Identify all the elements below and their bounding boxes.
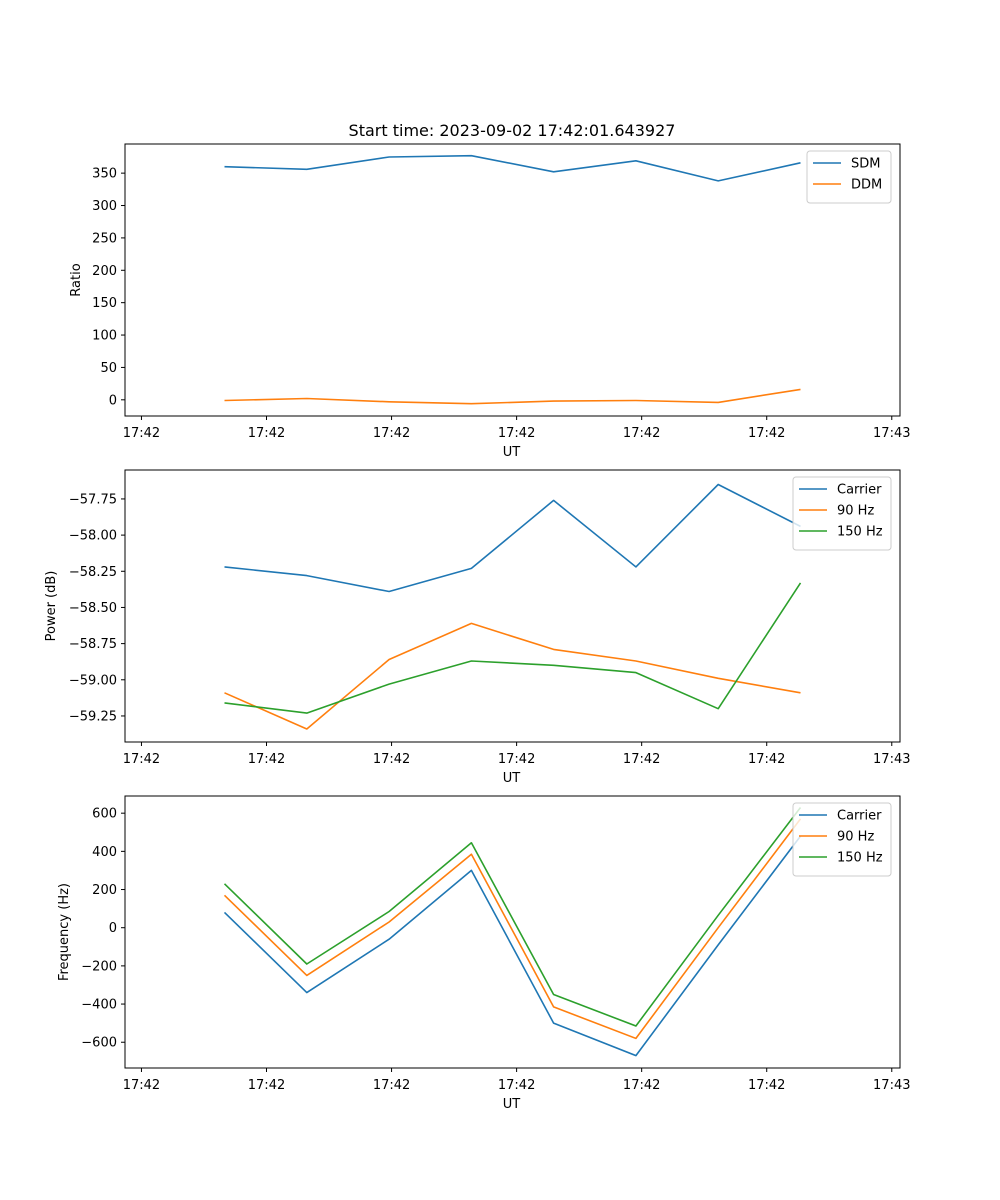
series-line-carrier bbox=[223, 835, 802, 1057]
series-line-carrier bbox=[224, 483, 801, 593]
legend-box bbox=[806, 150, 892, 204]
y-axis-label: Frequency (Hz) bbox=[57, 883, 72, 981]
y-tick-label: −58.00 bbox=[69, 529, 117, 544]
legend-label: 150 Hz bbox=[837, 525, 883, 540]
x-tick-label: 17:42 bbox=[498, 1078, 535, 1093]
chart-title: Start time: 2023-09-02 17:42:01.643927 bbox=[349, 121, 676, 140]
y-tick-label: 400 bbox=[92, 845, 117, 860]
legend: SDM DDM bbox=[806, 150, 892, 204]
y-tick-label: 600 bbox=[92, 807, 117, 822]
plot-frame bbox=[124, 795, 901, 1069]
x-tick-label: 17:42 bbox=[123, 426, 160, 441]
y-tick-label: 200 bbox=[92, 883, 117, 898]
y-tick-label: −59.00 bbox=[69, 673, 117, 688]
x-tick-label: 17:42 bbox=[498, 426, 535, 441]
plot-frame bbox=[124, 469, 901, 743]
legend-label: 90 Hz bbox=[837, 504, 874, 519]
ratio-panel: 0 50 100 150 200 250 300 350 17:42 17:42 17:42 17:4… bbox=[69, 143, 911, 460]
x-tick-label: 17:42 bbox=[748, 426, 785, 441]
y-tick-label: −400 bbox=[81, 998, 117, 1013]
y-tick-label: −58.75 bbox=[69, 637, 117, 652]
x-axis-label: UT bbox=[503, 445, 521, 460]
legend-label: Carrier bbox=[837, 809, 882, 824]
x-tick-label: 17:42 bbox=[748, 752, 785, 767]
x-tick-label: 17:43 bbox=[873, 426, 910, 441]
series-line-90-hz bbox=[223, 818, 802, 1040]
y-tick-label: 200 bbox=[92, 264, 117, 279]
y-tick-label: 100 bbox=[92, 329, 117, 344]
x-tick-label: 17:42 bbox=[748, 1078, 785, 1093]
y-axis-label: Ratio bbox=[69, 263, 84, 296]
y-tick-label: −57.75 bbox=[69, 492, 117, 507]
y-tick-label: −58.50 bbox=[69, 601, 117, 616]
x-tick-label: 17:42 bbox=[373, 752, 410, 767]
x-tick-label: 17:42 bbox=[248, 752, 285, 767]
series-line-90-hz bbox=[224, 622, 801, 730]
frequency-panel: −600 −400 −200 0 200 400 600 17:42 17:42 17:42 17:… bbox=[57, 795, 911, 1112]
legend-label: DDM bbox=[851, 178, 882, 193]
legend-label: SDM bbox=[851, 157, 880, 172]
x-axis-label: UT bbox=[503, 771, 521, 786]
y-tick-label: 350 bbox=[92, 167, 117, 182]
x-axis-label: UT bbox=[503, 1097, 521, 1112]
x-tick-label: 17:43 bbox=[873, 752, 910, 767]
y-tick-label: 0 bbox=[109, 393, 117, 408]
y-tick-label: 150 bbox=[92, 296, 117, 311]
y-tick-label: −58.25 bbox=[69, 565, 117, 580]
y-tick-label: 250 bbox=[92, 231, 117, 246]
x-tick-label: 17:42 bbox=[623, 752, 660, 767]
y-tick-label: −600 bbox=[81, 1036, 117, 1051]
legend: Carrier 90 Hz 150 Hz bbox=[792, 476, 892, 551]
plot-frame bbox=[124, 143, 901, 417]
x-tick-label: 17:42 bbox=[373, 1078, 410, 1093]
x-tick-label: 17:42 bbox=[373, 426, 410, 441]
x-tick-label: 17:42 bbox=[498, 752, 535, 767]
y-tick-label: −200 bbox=[81, 959, 117, 974]
y-tick-label: 300 bbox=[92, 199, 117, 214]
y-tick-label: −59.25 bbox=[69, 709, 117, 724]
x-tick-label: 17:42 bbox=[623, 426, 660, 441]
y-axis-label: Power (dB) bbox=[44, 571, 59, 642]
x-tick-label: 17:42 bbox=[248, 1078, 285, 1093]
x-tick-label: 17:42 bbox=[123, 1078, 160, 1093]
series-line-150-hz bbox=[223, 807, 802, 1027]
legend-label: 150 Hz bbox=[837, 851, 883, 866]
y-tick-label: 50 bbox=[100, 361, 117, 376]
series-line-sdm bbox=[224, 154, 801, 182]
x-tick-label: 17:42 bbox=[623, 1078, 660, 1093]
power-panel: −59.25 −59.00 −58.75 −58.50 −58.25 −58.00 −57.… bbox=[44, 469, 911, 786]
x-tick-label: 17:43 bbox=[873, 1078, 910, 1093]
x-tick-label: 17:42 bbox=[248, 426, 285, 441]
x-tick-label: 17:42 bbox=[123, 752, 160, 767]
y-tick-label: 0 bbox=[109, 921, 117, 936]
legend-label: Carrier bbox=[837, 483, 882, 498]
legend: Carrier 90 Hz 150 Hz bbox=[792, 802, 892, 877]
series-line-150-hz bbox=[224, 582, 802, 714]
legend-label: 90 Hz bbox=[837, 830, 874, 845]
series-line-ddm bbox=[224, 388, 801, 405]
